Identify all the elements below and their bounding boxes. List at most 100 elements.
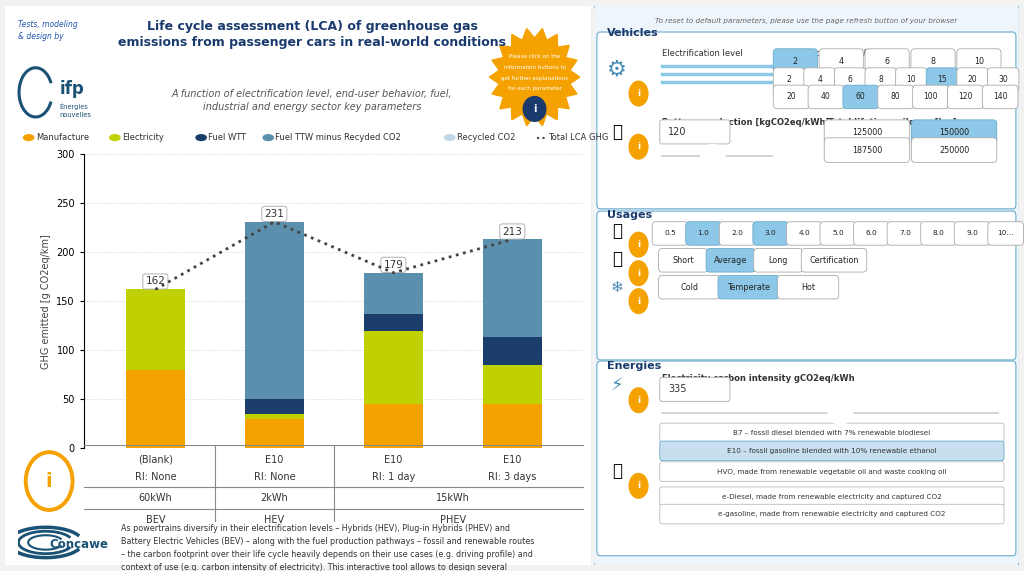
Text: (Blank): (Blank): [138, 455, 173, 465]
Text: Cold: Cold: [680, 283, 698, 292]
Text: E10: E10: [503, 455, 521, 465]
Text: i: i: [637, 297, 640, 305]
FancyBboxPatch shape: [597, 32, 1016, 209]
Point: [766, 71, 778, 78]
Text: 187500: 187500: [852, 146, 882, 155]
FancyBboxPatch shape: [911, 138, 996, 162]
FancyBboxPatch shape: [593, 5, 1020, 566]
FancyBboxPatch shape: [754, 248, 803, 272]
Text: Long: Long: [769, 256, 788, 265]
Text: E10: E10: [384, 455, 402, 465]
Circle shape: [629, 388, 648, 412]
FancyBboxPatch shape: [753, 222, 788, 245]
Text: 231: 231: [264, 209, 285, 219]
Bar: [482, 404, 542, 448]
FancyBboxPatch shape: [658, 275, 720, 299]
FancyBboxPatch shape: [887, 222, 923, 245]
Text: 4: 4: [817, 75, 822, 84]
Text: E10 – fossil gasoline blended with 10% renewable ethanol: E10 – fossil gasoline blended with 10% r…: [727, 448, 937, 454]
FancyBboxPatch shape: [911, 120, 996, 144]
FancyBboxPatch shape: [820, 222, 856, 245]
Text: i: i: [46, 472, 52, 490]
Text: 2: 2: [793, 57, 798, 66]
Text: Recharge interval (RI) for PHEVs [days]: Recharge interval (RI) for PHEVs [days]: [662, 224, 849, 233]
FancyBboxPatch shape: [802, 248, 866, 272]
FancyBboxPatch shape: [854, 222, 889, 245]
FancyBboxPatch shape: [773, 49, 817, 74]
FancyBboxPatch shape: [956, 49, 1001, 74]
Text: i: i: [637, 89, 640, 98]
Bar: [482, 337, 542, 365]
Text: Please click on the: Please click on the: [509, 54, 560, 59]
Text: i: i: [637, 240, 640, 249]
Text: i: i: [637, 481, 640, 490]
Text: To reset to default parameters, please use the page refresh button of your brows: To reset to default parameters, please u…: [655, 18, 957, 24]
Text: A function of electrification level, end-user behavior, fuel,
industrial and ene: A function of electrification level, end…: [172, 89, 453, 112]
Text: 100% renewable, available today: 100% renewable, available today: [662, 489, 819, 498]
Text: HEV: HEV: [264, 515, 285, 525]
FancyBboxPatch shape: [878, 85, 913, 108]
Text: Fuel WTT: Fuel WTT: [208, 132, 247, 142]
Text: 🚌: 🚌: [612, 222, 623, 240]
Bar: [482, 365, 542, 404]
Text: i: i: [637, 269, 640, 278]
Text: Énergies
nouvelles: Énergies nouvelles: [59, 103, 91, 118]
FancyBboxPatch shape: [865, 49, 909, 74]
Text: Life cycle assessment (LCA) of greenhouse gas
emissions from passenger cars in r: Life cycle assessment (LCA) of greenhous…: [119, 20, 506, 49]
Bar: [364, 273, 423, 314]
Text: information buttons to: information buttons to: [504, 65, 565, 70]
FancyBboxPatch shape: [912, 85, 948, 108]
Text: HVO, made from renewable vegetable oil and waste cooking oil: HVO, made from renewable vegetable oil a…: [717, 469, 946, 475]
Text: 1.0: 1.0: [697, 231, 710, 236]
Text: PHEV: PHEV: [439, 515, 466, 525]
FancyBboxPatch shape: [719, 222, 755, 245]
Point: [655, 71, 668, 78]
Text: 20: 20: [786, 93, 796, 102]
Text: 2kWh: 2kWh: [260, 493, 288, 503]
Text: Temperate: Temperate: [727, 283, 770, 292]
Point: [655, 62, 668, 69]
FancyBboxPatch shape: [659, 441, 1004, 461]
Point: [766, 62, 778, 69]
Text: Electricity: Electricity: [122, 132, 164, 142]
Text: Total LCA GHG: Total LCA GHG: [549, 132, 609, 142]
Text: Electricity carbon intensity gCO2eq/kWh: Electricity carbon intensity gCO2eq/kWh: [662, 374, 855, 383]
Text: Climate: Climate: [662, 278, 698, 287]
FancyBboxPatch shape: [896, 68, 927, 91]
Text: 10: 10: [906, 75, 916, 84]
Text: Mostly fossil, available today: Mostly fossil, available today: [662, 424, 801, 433]
FancyBboxPatch shape: [659, 462, 1004, 481]
Text: RI: None: RI: None: [254, 472, 295, 482]
FancyBboxPatch shape: [987, 68, 1019, 91]
Circle shape: [629, 134, 648, 159]
FancyBboxPatch shape: [659, 120, 730, 144]
Text: 250000: 250000: [939, 146, 969, 155]
Text: Tests, modeling
& design by: Tests, modeling & design by: [18, 20, 78, 41]
FancyBboxPatch shape: [777, 275, 839, 299]
FancyBboxPatch shape: [988, 222, 1024, 245]
Circle shape: [629, 289, 648, 313]
Text: Fuel TTW minus Recyded CO2: Fuel TTW minus Recyded CO2: [275, 132, 401, 142]
Text: Manufacture: Manufacture: [36, 132, 89, 142]
FancyBboxPatch shape: [808, 85, 844, 108]
FancyBboxPatch shape: [954, 222, 990, 245]
Text: 335: 335: [669, 384, 687, 395]
Text: 9.0: 9.0: [967, 231, 978, 236]
Circle shape: [629, 261, 648, 286]
Point: [655, 152, 668, 159]
Text: Average: Average: [714, 256, 748, 265]
FancyBboxPatch shape: [773, 68, 805, 91]
Text: Recycled CO2: Recycled CO2: [457, 132, 515, 142]
FancyBboxPatch shape: [819, 49, 863, 74]
FancyBboxPatch shape: [911, 49, 955, 74]
FancyBboxPatch shape: [658, 248, 708, 272]
Text: ⛽: ⛽: [612, 463, 623, 480]
Text: E10: E10: [265, 455, 284, 465]
Text: 2.0: 2.0: [731, 231, 743, 236]
FancyBboxPatch shape: [597, 361, 1016, 556]
FancyBboxPatch shape: [927, 68, 957, 91]
Text: 10: 10: [974, 57, 984, 66]
Text: Usages: Usages: [606, 210, 652, 220]
Circle shape: [629, 232, 648, 257]
FancyBboxPatch shape: [843, 85, 879, 108]
